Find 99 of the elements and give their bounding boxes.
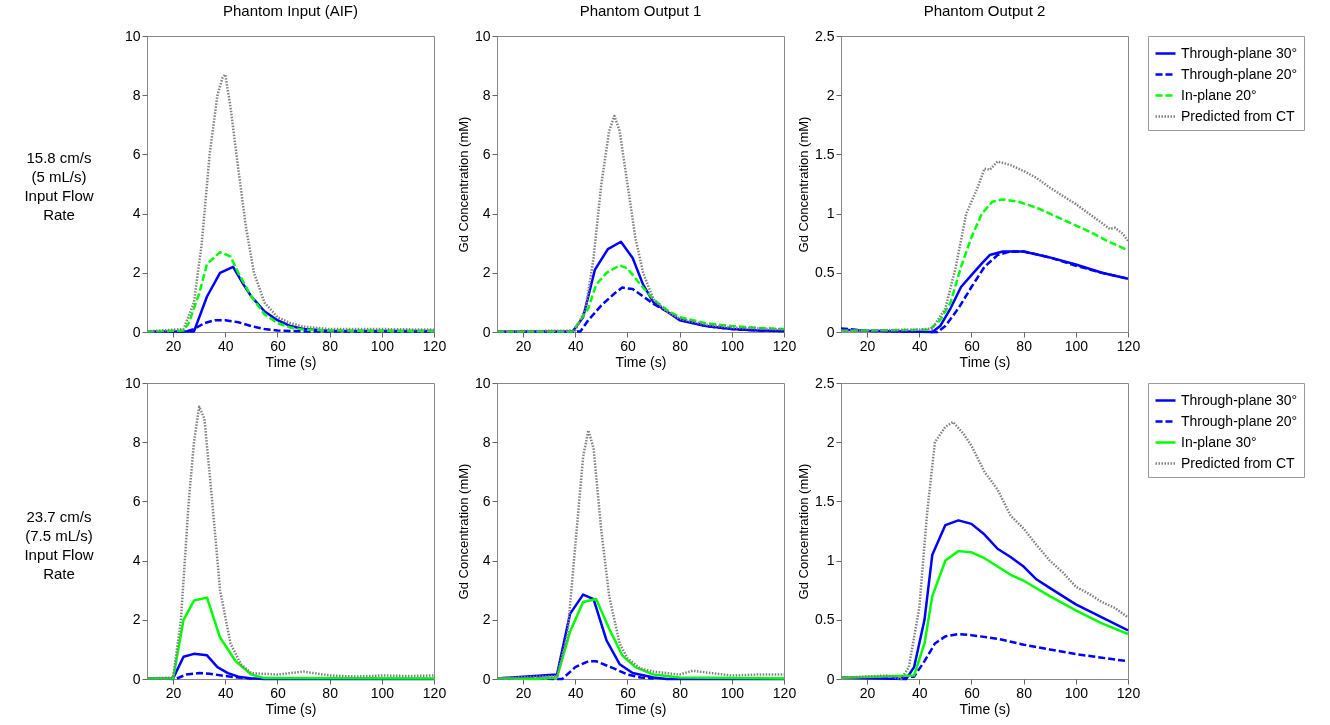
legend-label: In-plane 30° [1181,433,1257,450]
line-series [145,250,436,333]
x-tick-label: 40 [217,684,234,701]
y-tick-label: 6 [132,492,141,509]
y-tick-label: 1 [826,205,835,222]
legend-label: Through-plane 20° [1181,65,1298,82]
y-axis-title: Gd Concentration (mM) [796,463,812,600]
y-tick-label: 2 [826,86,835,103]
y-tick-label: 0 [826,323,835,340]
y-tick-label: 0 [132,670,141,687]
x-tick-label: 20 [859,684,876,701]
y-tick-label: 10 [124,27,141,44]
line-series [839,549,1130,680]
y-tick-label: 0 [826,670,835,687]
legend-label: Through-plane 30° [1181,391,1298,408]
x-tick-label: 60 [270,684,286,701]
x-tick-label: 100 [370,337,395,354]
x-tick-label: 120 [422,337,447,354]
x-tick-label: 60 [270,337,286,354]
x-tick-label: 80 [322,337,339,354]
legend-label: In-plane 20° [1181,86,1257,103]
y-tick-label: 6 [482,145,491,162]
x-tick-label: 100 [1064,684,1089,701]
text: 15.8 cm/s (5 mL/s) Input Flow Rate [23,147,95,224]
y-axis-title: Gd Concentration (mM) [796,116,812,253]
x-tick-label: 100 [370,684,395,701]
legend-label: Through-plane 30° [1181,44,1298,61]
x-tick-label: 120 [1116,684,1141,701]
y-tick-label: 0 [132,323,141,340]
x-tick-label: 40 [217,337,234,354]
x-axis-title: Time (s) [959,700,1011,717]
y-tick-label: 10 [474,27,491,44]
y-tick-label: 4 [132,552,141,569]
y-tick-label: 1.5 [815,492,835,509]
x-tick-label: 40 [567,684,584,701]
x-tick-label: 80 [322,684,339,701]
x-axis-title: Time (s) [959,353,1011,370]
x-tick-label: 80 [672,684,689,701]
y-tick-label: 2 [132,611,141,628]
chart-title: Phantom Output 2 [923,2,1046,19]
x-tick-label: 100 [1064,337,1089,354]
x-tick-label: 120 [772,337,797,354]
y-tick-label: 1.5 [815,145,835,162]
x-tick-label: 100 [720,337,745,354]
y-tick-label: 4 [132,205,141,222]
y-tick-label: 2.5 [815,374,835,391]
x-tick-label: 20 [165,337,182,354]
y-tick-label: 8 [132,86,141,103]
y-tick-label: 10 [124,374,141,391]
x-tick-label: 60 [620,684,636,701]
x-tick-label: 40 [911,337,928,354]
chart-title: Phantom Input (AIF) [222,2,359,19]
y-tick-label: 2.5 [815,27,835,44]
y-tick-label: 8 [132,433,141,450]
x-tick-label: 20 [515,337,532,354]
x-axis-title: Time (s) [615,353,667,370]
y-tick-label: 6 [482,492,491,509]
y-tick-label: 2 [132,264,141,281]
y-tick-label: 8 [482,433,491,450]
y-tick-label: 0.5 [815,264,835,281]
x-tick-label: 80 [1016,684,1033,701]
x-tick-label: 120 [422,684,447,701]
text: 23.7 cm/s (7.5 mL/s) Input Flow Rate [23,507,95,583]
x-tick-label: 60 [620,337,636,354]
x-tick-label: 60 [964,684,980,701]
x-tick-label: 80 [672,337,689,354]
y-tick-label: 2 [826,433,835,450]
y-tick-label: 2 [482,611,491,628]
y-tick-label: 0 [482,323,491,340]
line-series [145,596,436,680]
x-tick-label: 40 [911,684,928,701]
x-tick-label: 120 [772,684,797,701]
x-axis-title: Time (s) [615,700,667,717]
x-tick-label: 100 [720,684,745,701]
y-tick-label: 0.5 [815,611,835,628]
legend-label: Through-plane 20° [1181,412,1298,429]
chart-title: Phantom Output 1 [579,2,702,19]
y-tick-label: 0 [482,670,491,687]
x-tick-label: 20 [515,684,532,701]
y-axis-title: Gd Concentration (mM) [455,116,471,253]
x-tick-label: 20 [165,684,182,701]
line-series [495,264,786,333]
legend-label: Predicted from CT [1181,454,1296,471]
x-axis-title: Time (s) [265,353,317,370]
x-tick-label: 20 [859,337,876,354]
y-tick-label: 10 [474,374,491,391]
x-axis-title: Time (s) [265,700,317,717]
y-axis-title: Gd Concentration (mM) [455,463,471,600]
x-tick-label: 40 [567,337,584,354]
y-tick-label: 2 [482,264,491,281]
x-tick-label: 120 [1116,337,1141,354]
y-tick-label: 4 [482,552,491,569]
x-tick-label: 60 [964,337,980,354]
y-tick-label: 8 [482,86,491,103]
y-tick-label: 1 [826,552,835,569]
y-tick-label: 4 [482,205,491,222]
legend-label: Predicted from CT [1181,107,1296,124]
y-tick-label: 6 [132,145,141,162]
x-tick-label: 80 [1016,337,1033,354]
